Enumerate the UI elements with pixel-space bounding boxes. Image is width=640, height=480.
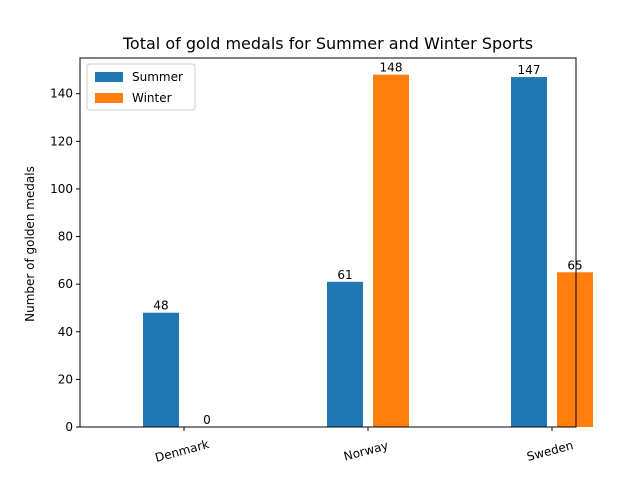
- bar-winter-norway: [373, 74, 409, 427]
- bar-summer-sweden: [511, 77, 547, 427]
- plot-area: 0 20 40 60 80 100 120 140 Denmark 48 0 Norway 61 148 S…: [50, 61, 593, 465]
- bar-summer-denmark: [143, 312, 179, 427]
- data-label: 147: [518, 63, 541, 77]
- legend-swatch-summer: [95, 72, 123, 82]
- x-tick-label: Norway: [342, 438, 390, 463]
- legend-swatch-winter: [95, 93, 123, 103]
- y-tick-label: 60: [58, 277, 73, 291]
- y-tick-label: 0: [65, 420, 73, 434]
- chart-title: Total of gold medals for Summer and Wint…: [122, 34, 533, 53]
- bar-winter-sweden: [557, 272, 593, 427]
- y-tick-label: 40: [58, 325, 73, 339]
- y-tick-label: 120: [50, 134, 73, 148]
- y-tick-label: 80: [58, 230, 73, 244]
- legend-label-summer: Summer: [132, 70, 183, 84]
- y-tick-label: 140: [50, 87, 73, 101]
- data-label: 0: [203, 413, 211, 427]
- bar-summer-norway: [327, 281, 363, 427]
- data-label: 148: [380, 61, 403, 75]
- y-axis-label: Number of golden medals: [23, 166, 37, 322]
- data-label: 61: [337, 268, 352, 282]
- y-tick-label: 20: [58, 372, 73, 386]
- plot-frame: [79, 57, 577, 428]
- data-label: 65: [567, 258, 582, 272]
- legend-label-winter: Winter: [132, 91, 172, 105]
- y-tick-label: 100: [50, 182, 73, 196]
- x-tick-label: Sweden: [525, 438, 574, 464]
- data-label: 48: [153, 299, 168, 313]
- x-tick-label: Denmark: [154, 437, 211, 465]
- legend: Summer Winter: [86, 63, 196, 111]
